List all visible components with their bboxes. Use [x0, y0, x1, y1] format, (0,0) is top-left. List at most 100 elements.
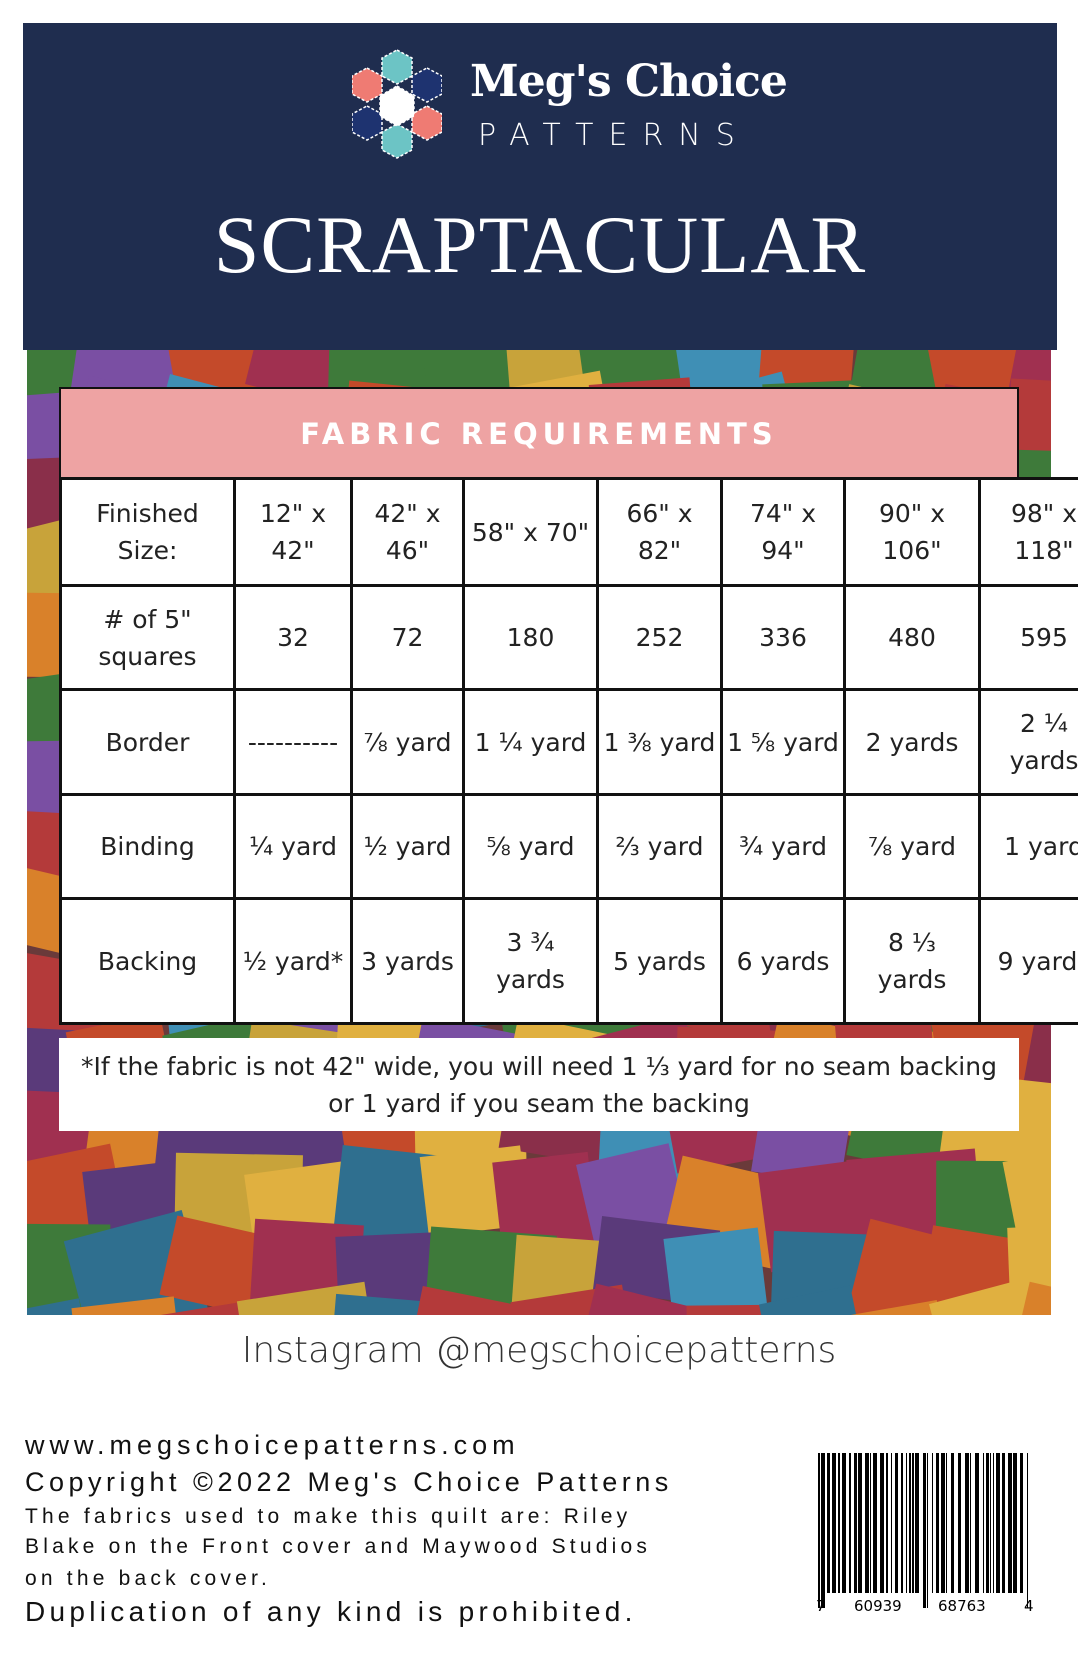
table-cell: 32 [233, 584, 353, 691]
barcode-bar [970, 1453, 971, 1593]
note-line-2: or 1 yard if you seam the backing [328, 1089, 750, 1118]
fabrics-line-3: on the back cover. [25, 1567, 272, 1590]
table-cell: ¼ yard [233, 793, 353, 900]
website-link[interactable]: www.megschoicepatterns.com [25, 1430, 520, 1460]
barcode-bar [821, 1453, 825, 1608]
barcode-bar [983, 1453, 984, 1593]
barcode-bar [832, 1453, 836, 1593]
table-cell: ⅞ yard [843, 793, 981, 900]
row-label: Backing [59, 897, 236, 1025]
fabric-requirements-table: FABRIC REQUIREMENTS Finished Size: 12" x … [59, 387, 1078, 1025]
table-row: # of 5" squares 32 72 180 252 336 480 595 [59, 584, 1078, 691]
barcode-bar [873, 1453, 877, 1593]
table-cell: 5 yards [596, 897, 723, 1025]
table-cell: ¾ yard [720, 793, 846, 900]
barcode-bar [912, 1453, 914, 1593]
table-cell: 480 [843, 584, 981, 691]
table-cell: ---------- [233, 688, 353, 796]
table-heading: FABRIC REQUIREMENTS [59, 387, 1019, 477]
barcode-bar [932, 1453, 933, 1593]
table-cell: ½ yard [350, 793, 465, 900]
table-cell: 252 [596, 584, 723, 691]
barcode-bar [975, 1453, 979, 1593]
barcode-bar [1027, 1453, 1028, 1608]
barcode: 7 60939 68763 4 [816, 1453, 1034, 1613]
note-line-1: *If the fabric is not 42" wide, you will… [81, 1052, 997, 1081]
table-cell: 3 yards [350, 897, 465, 1025]
barcode-bar [986, 1453, 989, 1593]
barcode-bar [996, 1453, 1000, 1593]
barcode-bar [880, 1453, 884, 1593]
table-row: Border ---------- ⅞ yard 1 ¼ yard 1 ⅜ yard 1 … [59, 688, 1078, 796]
barcode-bar [909, 1453, 911, 1593]
barcode-bar [941, 1453, 945, 1593]
table-cell: 66" x 82" [596, 477, 723, 587]
table-cell: 58" x 70" [462, 477, 599, 587]
brand-subtitle: PATTERNS [478, 118, 750, 153]
table-cell: 90" x 106" [843, 477, 981, 587]
table-cell: 2 ¼ yards [978, 688, 1078, 796]
table-cell: 336 [720, 584, 846, 691]
table-row: Finished Size: 12" x 42" 42" x 46" 58" x 70… [59, 477, 1078, 587]
barcode-bar [965, 1453, 969, 1593]
barcode-bar [854, 1453, 857, 1593]
backing-note: *If the fabric is not 42" wide, you will… [59, 1038, 1019, 1131]
table-row: Backing ½ yard* 3 yards 3 ¾ yards 5 yards 6 y… [59, 897, 1078, 1025]
barcode-bar [842, 1453, 846, 1593]
barcode-bar [849, 1453, 851, 1593]
duplication-notice: Duplication of any kind is prohibited. [25, 1596, 637, 1627]
barcode-bar [1008, 1453, 1012, 1593]
barcode-bar [990, 1453, 991, 1593]
barcode-bar [818, 1453, 820, 1608]
table-cell: 6 yards [720, 897, 846, 1025]
barcode-digits-right: 68763 [938, 1597, 986, 1613]
fabrics-line-2: Blake on the Front cover and Maywood Stu… [25, 1535, 652, 1558]
table-cell: ⅞ yard [350, 688, 465, 796]
pattern-title: SCRAPTACULAR [213, 199, 867, 290]
barcode-bar [901, 1453, 903, 1593]
barcode-bar [993, 1453, 994, 1593]
table-cell: 180 [462, 584, 599, 691]
barcode-bar [927, 1453, 928, 1608]
hexagon-logo-icon [352, 49, 442, 159]
table-cell: ⅝ yard [462, 793, 599, 900]
table-cell: 1 ⅝ yard [720, 688, 846, 796]
barcode-bar [946, 1453, 947, 1593]
barcode-bar [895, 1453, 898, 1593]
table-cell: 9 yards [978, 897, 1078, 1025]
table-row: Binding ¼ yard ½ yard ⅝ yard ⅔ yard ¾ yard ⅞ y… [59, 793, 1078, 900]
row-label: # of 5" squares [59, 584, 236, 691]
row-label: Finished Size: [59, 477, 236, 587]
table-cell: 2 yards [843, 688, 981, 796]
barcode-bar [1020, 1453, 1023, 1593]
barcode-bar [915, 1453, 919, 1593]
barcode-bar [951, 1453, 954, 1593]
barcode-digits-left: 60939 [854, 1597, 902, 1613]
table-cell: 8 ⅓ yards [843, 897, 981, 1025]
row-label: Binding [59, 793, 236, 900]
barcode-bar [936, 1453, 939, 1593]
fabrics-line-1: The fabrics used to make this quilt are:… [25, 1505, 632, 1528]
table-cell: ⅔ yard [596, 793, 723, 900]
header-banner [23, 23, 1057, 350]
barcode-bar [1013, 1453, 1017, 1593]
barcode-bar [838, 1453, 840, 1593]
barcode-bar [906, 1453, 907, 1593]
row-label: Border [59, 688, 236, 796]
barcode-bar [1002, 1453, 1005, 1593]
barcode-bar [858, 1453, 862, 1593]
barcode-digit-first: 7 [816, 1597, 826, 1613]
copyright-text: Copyright ©2022 Meg's Choice Patterns [25, 1467, 673, 1497]
barcode-digit-last: 4 [1024, 1597, 1034, 1613]
instagram-handle: Instagram @megschoicepatterns [241, 1330, 837, 1371]
barcode-bar [923, 1453, 926, 1608]
table-cell: 595 [978, 584, 1078, 691]
barcode-bar [870, 1453, 871, 1593]
barcode-bar [827, 1453, 830, 1593]
table-cell: 72 [350, 584, 465, 691]
barcode-bar [886, 1453, 888, 1593]
table-cell: 42" x 46" [350, 477, 465, 587]
table-cell: 1 yard [978, 793, 1078, 900]
table-cell: 1 ¼ yard [462, 688, 599, 796]
table-cell: 12" x 42" [233, 477, 353, 587]
